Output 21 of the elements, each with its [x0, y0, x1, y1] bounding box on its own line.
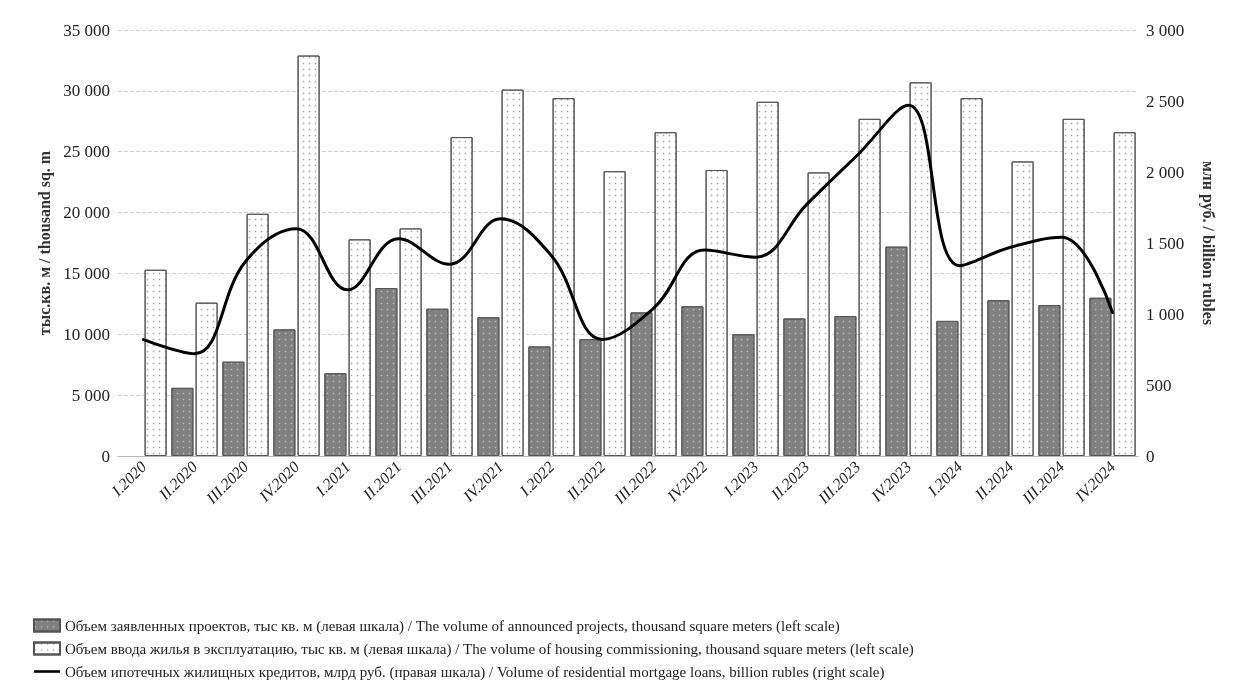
y-tick-label: 0: [101, 446, 110, 466]
y2-tick-label: 2 500: [1146, 91, 1185, 111]
y-tick-label: 25 000: [63, 142, 110, 162]
y-tick-label: 35 000: [63, 20, 110, 40]
y-tick-label: 15 000: [63, 263, 110, 283]
legend-label: Объем заявленных проектов, тыс кв. м (левая шкала) / The volume of announced projects, thousand square meters (left scale): [65, 617, 840, 635]
y2-tick-label: 1 500: [1146, 233, 1185, 253]
y2-tick-label: 500: [1146, 375, 1172, 395]
legend-label: Объем ипотечных жилищных кредитов, млрд руб. (правая шкала) / Volume of residential mortgage loans, billion rubles (right scale): [65, 663, 885, 681]
y-tick-label: 20 000: [63, 203, 110, 223]
y2-tick-label: 0: [1146, 446, 1155, 466]
y2-axis-title: млн руб. / billion rubles: [1198, 160, 1217, 326]
line-series: [142, 103, 1114, 356]
y-axis-title: тыс.кв. м / thousand sq. m: [35, 150, 54, 336]
y2-tick-label: 3 000: [1146, 20, 1185, 40]
y2-tick-label: 1 000: [1146, 304, 1185, 324]
legend-label: Объем ввода жилья в эксплуатацию, тыс кв. м (левая шкала) / The volume of housing commissioning, thousand square meters (left scale): [65, 640, 914, 658]
y2-tick-label: 2 000: [1146, 162, 1185, 182]
y-tick-label: 10 000: [63, 324, 110, 344]
y-tick-label: 30 000: [63, 81, 110, 101]
y-tick-label: 5 000: [71, 385, 110, 405]
